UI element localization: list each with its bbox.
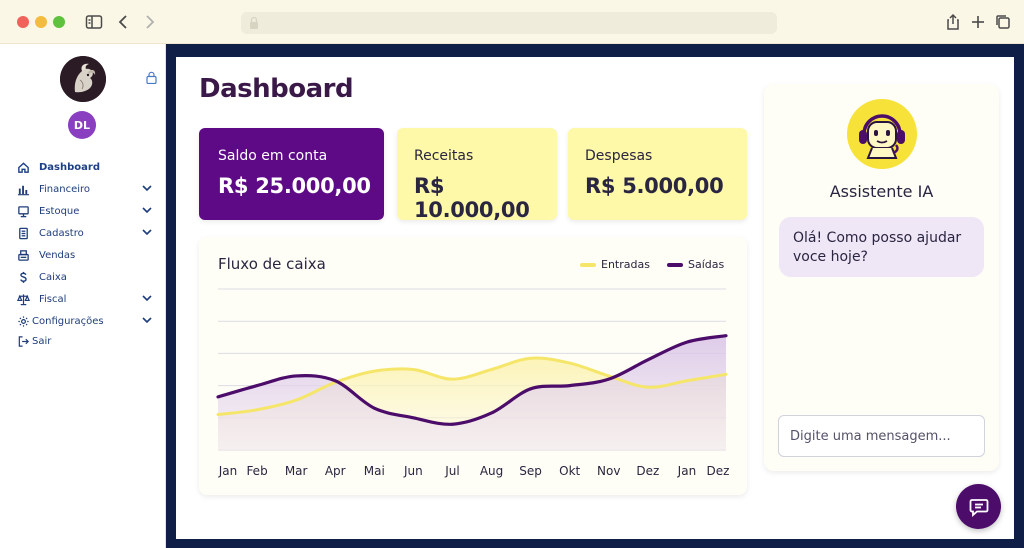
robot-avatar-icon	[847, 99, 917, 169]
back-icon[interactable]	[114, 12, 134, 32]
sidebar-item-label: Fiscal	[39, 293, 67, 305]
sidebar-item-sair[interactable]: Sair	[16, 332, 156, 350]
income-label: Receitas	[414, 148, 474, 164]
chat-fab-button[interactable]	[956, 484, 1001, 529]
assistant-panel: Assistente IA Olá! Como posso ajudar voc…	[764, 84, 999, 471]
series-line-saidas	[216, 334, 728, 426]
browser-toolbar	[0, 0, 1024, 44]
company-logo[interactable]	[60, 56, 106, 102]
sidebar-item-label: Financeiro	[39, 183, 91, 195]
chart-title: Fluxo de caixa	[218, 255, 326, 273]
chevron-down-icon[interactable]	[142, 206, 152, 214]
message-input[interactable]	[778, 415, 985, 457]
chat-bubble-icon	[969, 498, 988, 517]
income-card: Receitas R$ 10.000,00	[397, 128, 557, 222]
x-tick-label: Apr	[325, 464, 346, 478]
sidebar-item-financeiro[interactable]: Financeiro	[16, 178, 156, 200]
sidebar-item-label: Cadastro	[39, 227, 84, 239]
x-tick-label: Mar	[285, 464, 308, 478]
legend-swatch-saidas	[667, 262, 683, 267]
forward-icon[interactable]	[139, 12, 159, 32]
gear-icon	[16, 314, 30, 328]
sidebar-item-estoque[interactable]: Estoque	[16, 200, 156, 222]
share-icon[interactable]	[943, 12, 963, 32]
legend-label: Entradas	[601, 258, 650, 271]
window-zoom-button[interactable]	[53, 16, 65, 28]
x-tick-label: Feb	[246, 464, 267, 478]
address-bar[interactable]	[241, 12, 777, 34]
sidebar-item-vendas[interactable]: Vendas	[16, 244, 156, 266]
cashflow-chart: Jan Feb Mar Apr Mai Jun Jul Aug Sep Okt Nov Dez Jan D…	[216, 288, 730, 478]
x-tick-label: Jun	[403, 464, 423, 478]
logout-icon	[16, 334, 30, 348]
page-title: Dashboard	[199, 74, 354, 104]
scale-icon	[16, 292, 30, 306]
series-area-saidas	[218, 335, 726, 450]
assistant-title: Assistente IA	[829, 182, 934, 201]
balance-value: R$ 25.000,00	[218, 174, 371, 198]
document-icon	[16, 226, 30, 240]
lock-icon[interactable]	[146, 71, 157, 84]
balance-label: Saldo em conta	[218, 148, 328, 164]
legend-saidas: Saídas	[667, 258, 724, 271]
x-tick-label: Dez	[636, 464, 659, 478]
sidebar-item-label: Estoque	[39, 205, 80, 217]
x-tick-label: Sep	[519, 464, 542, 478]
x-tick-label: Aug	[480, 464, 503, 478]
x-tick-label: Jan	[218, 464, 238, 478]
expense-value: R$ 5.000,00	[585, 174, 724, 198]
sidebar-item-fiscal[interactable]: Fiscal	[16, 288, 156, 310]
sidebar-item-label: Caixa	[39, 271, 67, 283]
sidebar-toggle-icon[interactable]	[84, 12, 104, 32]
series-line-entradas	[216, 356, 728, 417]
legend-swatch-entradas	[580, 262, 596, 267]
register-icon	[16, 248, 30, 262]
sidebar-item-dashboard[interactable]: Dashboard	[16, 156, 156, 178]
user-avatar[interactable]: DL	[68, 111, 96, 139]
expense-label: Despesas	[585, 148, 653, 164]
new-tab-icon[interactable]	[968, 12, 988, 32]
income-value: R$ 10.000,00	[414, 174, 530, 222]
x-tick-label: Okt	[559, 464, 580, 478]
bar-chart-icon	[16, 182, 30, 196]
window-minimize-button[interactable]	[35, 16, 47, 28]
sidebar-item-configuracoes[interactable]: Configurações	[16, 310, 156, 332]
assistant-message-bubble: Olá! Como posso ajudar voce hoje?	[779, 217, 984, 277]
window-close-button[interactable]	[17, 16, 29, 28]
x-tick-label: Dez	[707, 464, 730, 478]
tab-overview-icon[interactable]	[993, 12, 1013, 32]
chevron-down-icon[interactable]	[142, 228, 152, 236]
chevron-down-icon[interactable]	[142, 294, 152, 302]
sidebar-nav: Dashboard Financeiro Estoque Cadastro Ve…	[16, 156, 156, 350]
sidebar-item-label: Dashboard	[39, 161, 100, 173]
expense-card: Despesas R$ 5.000,00	[568, 128, 747, 220]
x-tick-label: Mai	[364, 464, 385, 478]
lock-icon	[250, 16, 258, 29]
chevron-down-icon[interactable]	[142, 184, 152, 192]
chevron-down-icon[interactable]	[142, 316, 152, 324]
sidebar-item-label: Vendas	[39, 249, 76, 261]
sidebar-item-caixa[interactable]: Caixa	[16, 266, 156, 288]
sidebar-item-cadastro[interactable]: Cadastro	[16, 222, 156, 244]
monitor-icon	[16, 204, 30, 218]
x-tick-label: Jul	[444, 464, 459, 478]
cashflow-chart-card: Fluxo de caixa Entradas Saídas Jan Feb Mar…	[199, 237, 747, 495]
legend-entradas: Entradas	[580, 258, 650, 271]
sidebar-item-label: Configurações	[32, 315, 104, 327]
x-tick-label: Jan	[677, 464, 697, 478]
legend-label: Saídas	[688, 258, 725, 271]
x-tick-label: Nov	[597, 464, 620, 478]
sidebar: DL Dashboard Financeiro Estoque Cadastro…	[0, 44, 166, 548]
balance-card: Saldo em conta R$ 25.000,00	[199, 128, 384, 220]
home-icon	[16, 160, 30, 174]
dollar-icon	[16, 270, 30, 284]
sidebar-item-label: Sair	[32, 335, 52, 347]
